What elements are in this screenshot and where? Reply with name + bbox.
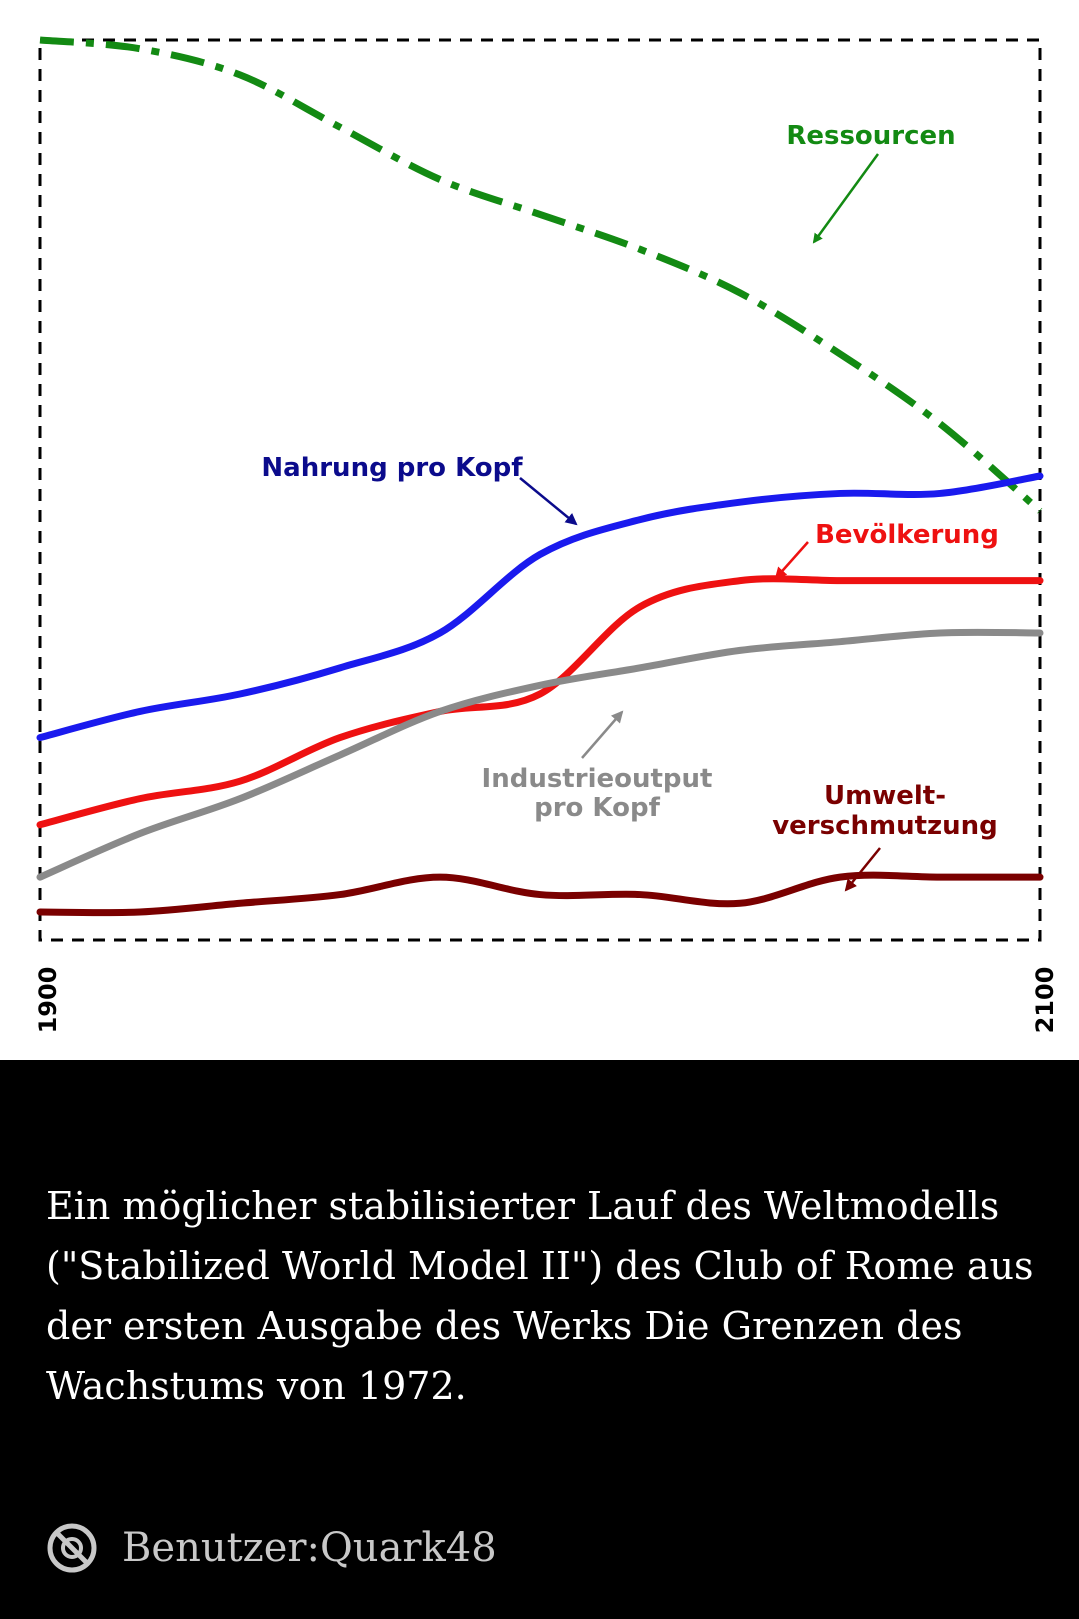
image-caption: Ein möglicher stabilisierter Lauf des We… [46,1184,1034,1408]
arrow-umwelt [844,847,881,892]
public-domain-icon [46,1522,98,1574]
series-line-umwelt [36,871,1044,917]
x-tick-label-start: 1900 [34,967,62,1034]
x-tick-label-end: 2100 [1031,967,1059,1034]
chart-image[interactable]: Ressourcen Nahrung pro Kopf Bevölkerung … [0,0,1079,1060]
label-umwelt-line1: Umwelt- [824,781,946,811]
line-chart: Ressourcen Nahrung pro Kopf Bevölkerung … [34,36,1059,1034]
label-umwelt-line2: verschmutzung [772,811,998,841]
series-line-ressourcen [39,36,1043,514]
label-industrie-line2: pro Kopf [534,793,661,823]
arrow-nahrung [519,477,578,526]
label-bevoelkerung: Bevölkerung [815,520,999,550]
plot-frame [38,38,1042,942]
arrow-ressourcen [812,153,880,244]
label-ressourcen: Ressourcen [786,121,955,151]
series-line-bevoelkerung [36,575,1044,829]
license-info: Benutzer:Quark48 [46,1518,497,1578]
label-nahrung: Nahrung pro Kopf [261,453,523,483]
author-name[interactable]: Benutzer:Quark48 [122,1525,497,1571]
arrow-bevoelkerung [774,541,809,580]
series-line-nahrung [36,472,1044,742]
series-line-industrie [36,628,1044,881]
label-industrie-line1: Industrieoutput [482,764,713,794]
arrow-industrie [581,710,624,759]
